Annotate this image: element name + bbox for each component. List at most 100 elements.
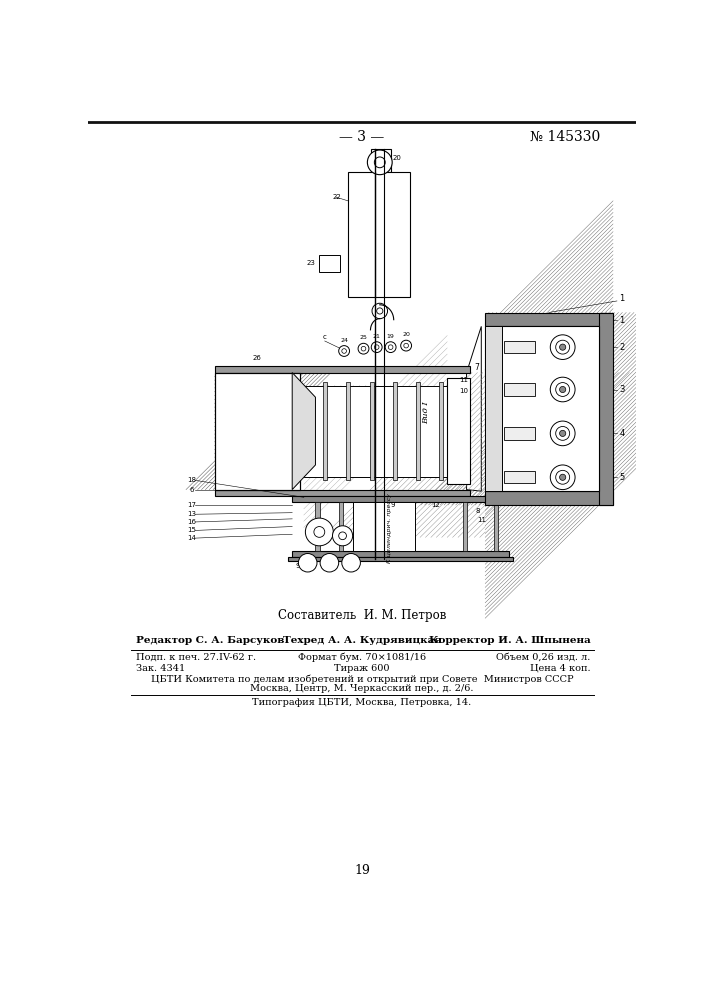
Bar	[462, 502, 467, 551]
Circle shape	[550, 465, 575, 490]
Bar	[304, 386, 448, 477]
Circle shape	[305, 518, 333, 546]
Text: 9: 9	[296, 563, 300, 569]
Circle shape	[314, 527, 325, 537]
Text: 20: 20	[392, 155, 401, 161]
Circle shape	[559, 386, 566, 393]
Bar	[215, 490, 470, 496]
Text: 24: 24	[340, 338, 348, 343]
Bar	[485, 326, 502, 491]
Polygon shape	[292, 373, 315, 490]
Circle shape	[341, 349, 346, 353]
Bar	[504, 341, 534, 353]
Text: 1: 1	[619, 294, 624, 303]
Text: 4: 4	[619, 429, 624, 438]
Bar	[215, 373, 300, 490]
Bar	[467, 373, 485, 537]
Circle shape	[341, 554, 361, 572]
Bar	[393, 382, 397, 480]
Circle shape	[550, 421, 575, 446]
Text: 11: 11	[477, 517, 486, 523]
Bar	[292, 551, 509, 557]
Bar	[599, 312, 613, 505]
Text: 7: 7	[474, 363, 479, 372]
Text: Цена 4 коп.: Цена 4 коп.	[530, 664, 590, 673]
Text: Подп. к печ. 27.IV-62 г.: Подп. к печ. 27.IV-62 г.	[136, 653, 257, 662]
Circle shape	[339, 346, 349, 356]
Circle shape	[559, 474, 566, 480]
Circle shape	[374, 157, 385, 168]
Bar	[440, 382, 443, 480]
Text: ЦБТИ Комитета по делам изобретений и открытий при Совете  Министров СССР: ЦБТИ Комитета по делам изобретений и отк…	[151, 674, 573, 684]
Circle shape	[559, 344, 566, 350]
Text: — 3 —: — 3 —	[339, 130, 385, 144]
Circle shape	[550, 335, 575, 359]
Circle shape	[361, 346, 366, 351]
Circle shape	[556, 340, 570, 354]
Circle shape	[374, 345, 379, 349]
Bar	[348, 172, 410, 297]
Text: 3: 3	[619, 385, 624, 394]
Circle shape	[556, 470, 570, 484]
Text: 26: 26	[253, 355, 262, 361]
Text: 23: 23	[307, 260, 315, 266]
Bar	[504, 471, 534, 483]
Bar	[448, 378, 470, 484]
Bar	[378, 157, 382, 168]
Text: 6: 6	[189, 487, 194, 493]
Bar	[304, 386, 448, 477]
Text: К цилиндрич. прессу: К цилиндрич. прессу	[387, 493, 392, 563]
Bar	[288, 557, 513, 561]
Text: 2: 2	[619, 343, 624, 352]
Bar	[339, 502, 344, 551]
Text: 8: 8	[476, 508, 481, 514]
Text: Техред А. А. Кудрявицкая: Техред А. А. Кудрявицкая	[283, 636, 441, 645]
Bar	[353, 502, 414, 551]
Polygon shape	[467, 326, 481, 491]
Circle shape	[556, 426, 570, 440]
Bar	[292, 496, 509, 502]
Bar	[370, 382, 373, 480]
Circle shape	[401, 340, 411, 351]
Circle shape	[404, 343, 409, 348]
Bar	[371, 149, 391, 172]
Circle shape	[358, 343, 369, 354]
Bar	[323, 382, 327, 480]
Bar	[409, 502, 413, 551]
Circle shape	[388, 345, 393, 349]
Text: Типография ЦБТИ, Москва, Петровка, 14.: Типография ЦБТИ, Москва, Петровка, 14.	[252, 698, 472, 707]
Bar	[315, 502, 320, 551]
Text: 5: 5	[619, 473, 624, 482]
Text: 18: 18	[187, 477, 196, 483]
Circle shape	[339, 532, 346, 540]
Bar	[485, 326, 599, 491]
Circle shape	[320, 554, 339, 572]
Text: Москва, Центр, М. Черкасский пер., д. 2/6.: Москва, Центр, М. Черкасский пер., д. 2/…	[250, 684, 474, 693]
Text: 19: 19	[354, 864, 370, 877]
Circle shape	[372, 303, 387, 319]
Bar	[215, 373, 300, 490]
Circle shape	[559, 430, 566, 436]
Text: 22: 22	[332, 194, 341, 200]
Bar	[215, 366, 470, 373]
Text: 10: 10	[459, 388, 468, 394]
Text: Формат бум. 70×1081/16: Формат бум. 70×1081/16	[298, 653, 426, 662]
Text: 21: 21	[373, 334, 380, 339]
Text: Объем 0,26 изд. л.: Объем 0,26 изд. л.	[496, 653, 590, 662]
Bar	[485, 491, 613, 505]
Bar	[493, 502, 498, 551]
Bar	[485, 312, 613, 326]
Text: Тираж 600: Тираж 600	[334, 664, 390, 673]
Text: Вид I: Вид I	[421, 401, 430, 424]
Bar	[319, 255, 340, 272]
Text: 17: 17	[187, 502, 196, 508]
Bar	[599, 312, 613, 505]
Text: Корректор И. А. Шпынена: Корректор И. А. Шпынена	[429, 636, 590, 645]
Text: 25: 25	[360, 335, 368, 340]
Circle shape	[368, 150, 392, 175]
Circle shape	[385, 342, 396, 353]
Text: 12: 12	[431, 502, 440, 508]
Polygon shape	[215, 373, 300, 490]
Circle shape	[298, 554, 317, 572]
Bar	[346, 382, 351, 480]
